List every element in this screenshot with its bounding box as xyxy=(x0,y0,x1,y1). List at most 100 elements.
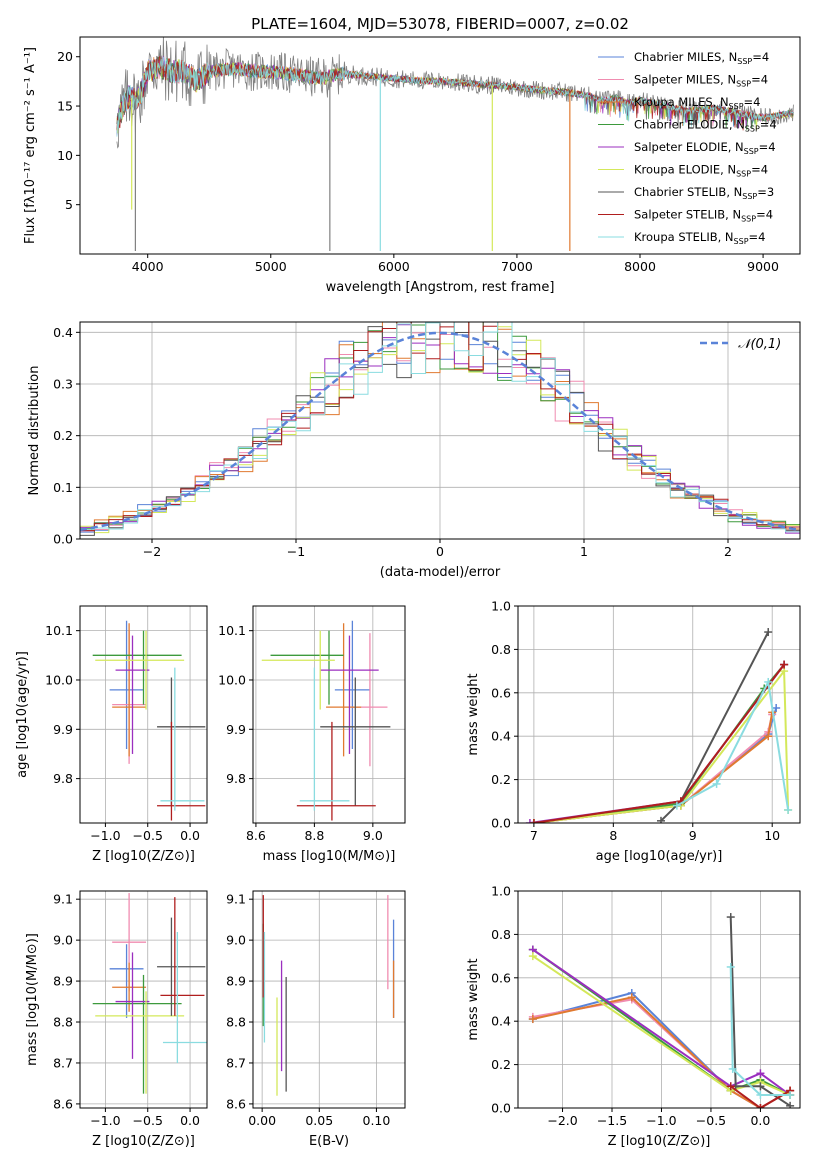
legend-label: Chabrier ELODIE, NSSP=4 xyxy=(634,118,777,134)
y-tick-label: 0.1 xyxy=(53,480,73,495)
point-marker xyxy=(764,732,773,741)
legend-subscript: SSP xyxy=(736,80,751,89)
point-marker xyxy=(756,1090,765,1099)
y-tick-label: 10 xyxy=(57,148,73,163)
panel-weight-vs-age: 7 8 9 10 0.0 0.2 0.4 0.6 0.8 1.0 age [log10(age/yr… xyxy=(466,599,801,864)
point-kroupa-stelib xyxy=(160,667,205,811)
legend-count: =4 xyxy=(756,208,773,222)
point-kroupa-miles xyxy=(112,962,147,1012)
y-tick-label: 0.6 xyxy=(491,970,511,985)
x-tick-label: −0.5 xyxy=(133,1113,163,1128)
legend-label: Kroupa ELODIE, NSSP=4 xyxy=(634,163,768,179)
x-tick-label: −0.5 xyxy=(133,828,163,843)
normal-curve xyxy=(80,331,800,532)
x-axis-label: Z [log10(Z/Z⊙)] xyxy=(92,849,195,864)
point-marker xyxy=(672,801,681,810)
y-tick-label: 9.9 xyxy=(53,722,73,737)
point-marker xyxy=(756,1069,765,1078)
legend-label: 𝒩(0,1) xyxy=(738,337,781,352)
point-marker xyxy=(728,1064,737,1073)
point-marker xyxy=(528,952,537,961)
axes-frame xyxy=(79,605,208,824)
series-line xyxy=(730,1085,791,1108)
y-tick-label: 8.6 xyxy=(53,1096,73,1111)
y-tick-label: 0.8 xyxy=(491,642,511,657)
legend-label: Salpeter STELIB, NSSP=4 xyxy=(634,208,773,224)
x-tick-label: 9 xyxy=(689,828,697,843)
axes-frame xyxy=(252,890,406,1109)
y-tick-label: 8.8 xyxy=(53,1015,73,1030)
legend-subscript: SSP xyxy=(742,192,757,201)
legend-label: Chabrier MILES, NSSP=4 xyxy=(634,50,769,66)
point-marker xyxy=(712,779,721,788)
point-kroupa-elodie xyxy=(261,630,335,710)
point-salpeter-stelib xyxy=(157,721,206,821)
legend-count: =4 xyxy=(751,73,768,87)
y-axis-label: Normed distribution xyxy=(27,366,42,496)
x-tick-label: −1.0 xyxy=(90,828,120,843)
y-axis-label: mass weight xyxy=(466,673,481,755)
y-tick-label: 0.0 xyxy=(491,816,511,831)
y-tick-label: 0.4 xyxy=(491,1014,511,1029)
histogram-salpeter-stelib xyxy=(80,322,800,539)
x-axis-label: Z [log10(Z/Z⊙)] xyxy=(608,1134,711,1149)
series-line xyxy=(529,663,785,823)
legend-subscript: SSP xyxy=(736,170,751,179)
axes-frame xyxy=(517,605,801,824)
legend-label: Kroupa STELIB, NSSP=4 xyxy=(634,230,765,246)
y-tick-label: 5 xyxy=(65,197,73,212)
panel-age-vs-mass: 8.6 8.8 9.0 9.8 9.9 10.0 10.1 mass [log10(M/M⊙)… xyxy=(218,605,406,864)
y-tick-label: 9.0 xyxy=(226,933,246,948)
point-salpeter-miles xyxy=(352,633,388,767)
x-tick-label: 0.10 xyxy=(363,1113,391,1128)
plot-area xyxy=(80,606,207,823)
panel-weight-vs-Z: −2.0 −1.5 −1.0 −0.5 0.0 0.0 0.2 0.4 0.6 0.8 1.0 Z [… xyxy=(466,884,801,1149)
x-tick-label: 6000 xyxy=(378,259,410,274)
x-tick-label: −1.5 xyxy=(597,1113,627,1128)
series-line xyxy=(533,663,785,823)
x-tick-label: 0.00 xyxy=(248,1113,276,1128)
y-tick-label: 0.3 xyxy=(53,377,73,392)
y-tick-label: 0.6 xyxy=(491,685,511,700)
series-line xyxy=(533,668,790,823)
y-tick-label: 1.0 xyxy=(491,599,511,614)
axes-frame xyxy=(79,36,801,255)
legend-label: Salpeter ELODIE, NSSP=4 xyxy=(634,140,776,156)
x-axis-label: Z [log10(Z/Z⊙)] xyxy=(92,1134,195,1149)
point-kroupa-stelib xyxy=(299,667,350,811)
point-chabrier-miles xyxy=(109,944,144,1018)
point-salpeter-stelib xyxy=(296,721,376,821)
y-axis-label: mass weight xyxy=(466,958,481,1040)
series-line xyxy=(676,678,790,811)
legend-count: =3 xyxy=(757,185,774,199)
y-tick-label: 0.0 xyxy=(53,532,73,547)
x-tick-label: 8.8 xyxy=(304,828,324,843)
x-axis-label: E(B-V) xyxy=(309,1134,349,1149)
axes-frame xyxy=(79,890,208,1109)
y-tick-label: 8.9 xyxy=(53,974,73,989)
legend-subscript: SSP xyxy=(734,237,749,246)
plot-area xyxy=(253,606,405,823)
point-marker xyxy=(627,993,636,1002)
series-line xyxy=(660,631,770,822)
legend-count: =4 xyxy=(760,118,777,132)
point-salpeter-elodie xyxy=(115,952,150,1059)
y-axis-label: Flux [fλ10⁻¹⁷ erg cm⁻² s⁻¹ A⁻¹] xyxy=(23,47,38,244)
y-tick-label: 9.0 xyxy=(53,933,73,948)
point-marker xyxy=(764,677,773,686)
plot-area xyxy=(116,37,794,252)
y-tick-label: 0.4 xyxy=(491,729,511,744)
y-tick-label: 10.0 xyxy=(218,672,246,687)
point-marker xyxy=(780,660,789,669)
panel-mass-vs-Z: −1.0 −0.5 0.0 8.6 8.7 8.8 8.9 9.0 9.1 Z [log10(Z/… xyxy=(25,890,208,1149)
x-axis-label: mass [log10(M/M⊙)] xyxy=(263,849,396,864)
point-chabrier-miles xyxy=(334,620,370,750)
y-tick-label: 9.1 xyxy=(226,892,246,907)
legend-subscript: SSP xyxy=(741,215,756,224)
y-tick-label: 9.8 xyxy=(226,771,246,786)
point-marker xyxy=(726,1082,735,1091)
x-tick-label: −0.5 xyxy=(696,1113,726,1128)
point-marker xyxy=(786,1101,795,1108)
point-marker xyxy=(525,819,534,823)
